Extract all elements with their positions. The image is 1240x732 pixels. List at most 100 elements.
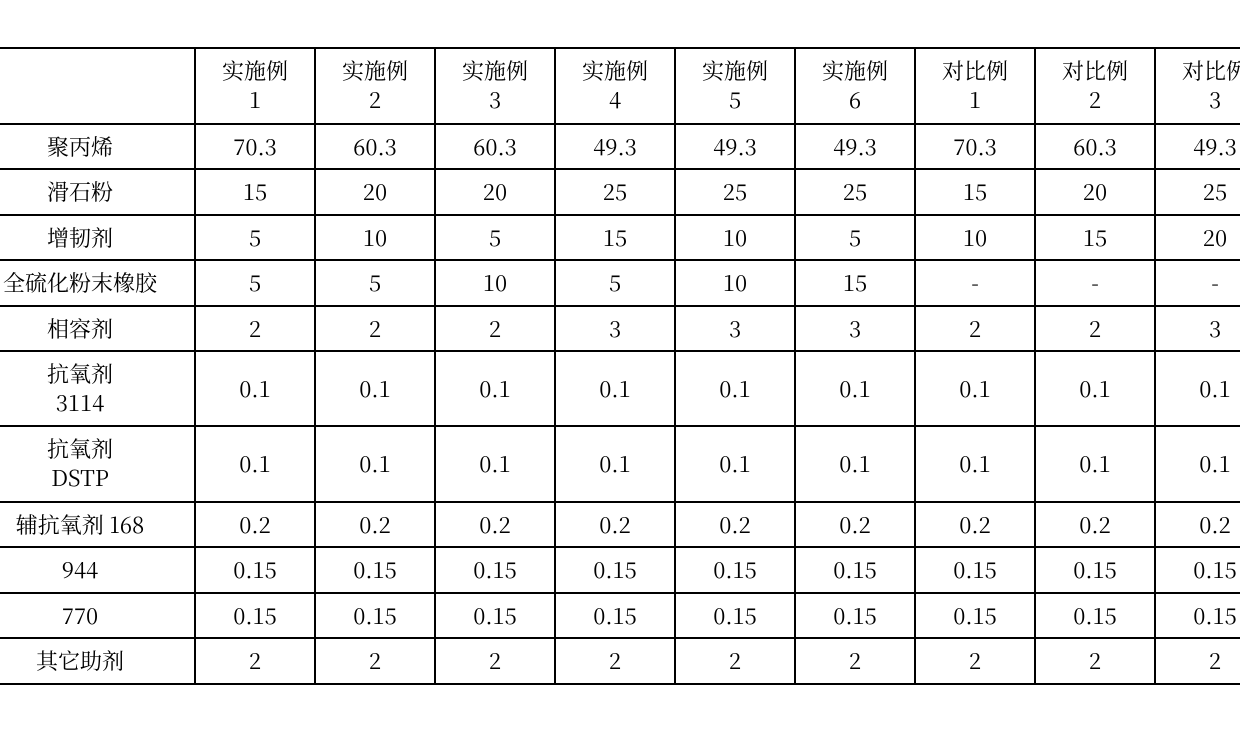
cell: 0.1 xyxy=(1035,426,1155,501)
row-label: 滑石粉 xyxy=(0,169,195,215)
cell: 0.1 xyxy=(315,426,435,501)
cell: 0.15 xyxy=(1155,547,1240,593)
cell: 5 xyxy=(435,215,555,261)
row-label: 增韧剂 xyxy=(0,215,195,261)
cell: 0.1 xyxy=(915,351,1035,426)
cell: 10 xyxy=(915,215,1035,261)
table-row: 聚丙烯 70.3 60.3 60.3 49.3 49.3 49.3 70.3 6… xyxy=(0,124,1240,170)
cell: 0.15 xyxy=(435,547,555,593)
table-row: 全硫化粉末橡胶 5 5 10 5 10 15 - - - xyxy=(0,260,1240,306)
table-row: 944 0.15 0.15 0.15 0.15 0.15 0.15 0.15 0… xyxy=(0,547,1240,593)
cell: 0.2 xyxy=(315,502,435,548)
cell: 0.1 xyxy=(675,426,795,501)
cell: 0.1 xyxy=(915,426,1035,501)
cell: 10 xyxy=(315,215,435,261)
cell: 0.2 xyxy=(435,502,555,548)
cell: 2 xyxy=(675,638,795,684)
cell: 2 xyxy=(195,638,315,684)
cell: 0.15 xyxy=(1155,593,1240,639)
cell: 3 xyxy=(555,306,675,352)
table-row: 相容剂 2 2 2 3 3 3 2 2 3 xyxy=(0,306,1240,352)
cell: 49.3 xyxy=(555,124,675,170)
cell: 3 xyxy=(675,306,795,352)
row-label-line1: 抗氧剂 xyxy=(0,360,190,389)
table-row: 增韧剂 5 10 5 15 10 5 10 15 20 xyxy=(0,215,1240,261)
column-header-text: 实施例 xyxy=(560,57,670,86)
table-row: 770 0.15 0.15 0.15 0.15 0.15 0.15 0.15 0… xyxy=(0,593,1240,639)
cell: 0.1 xyxy=(435,351,555,426)
cell: 5 xyxy=(195,215,315,261)
cell: 2 xyxy=(1035,306,1155,352)
row-label-line1: 抗氧剂 xyxy=(0,435,190,464)
cell: 0.1 xyxy=(1155,426,1240,501)
row-label: 辅抗氧剂 168 xyxy=(0,502,195,548)
cell: 2 xyxy=(915,638,1035,684)
table-row: 滑石粉 15 20 20 25 25 25 15 20 25 xyxy=(0,169,1240,215)
cell: 2 xyxy=(315,638,435,684)
column-header: 实施例 5 xyxy=(675,48,795,123)
cell: 10 xyxy=(675,260,795,306)
cell: 0.1 xyxy=(555,351,675,426)
composition-table: 实施例 1 实施例 2 实施例 3 实施例 4 实施例 5 xyxy=(0,47,1240,684)
cell: 2 xyxy=(795,638,915,684)
column-header-index: 3 xyxy=(440,86,550,115)
cell: 2 xyxy=(195,306,315,352)
cell: 0.15 xyxy=(195,547,315,593)
table-row: 抗氧剂 3114 0.1 0.1 0.1 0.1 0.1 0.1 0.1 0.1… xyxy=(0,351,1240,426)
cell: 0.15 xyxy=(555,547,675,593)
cell: 60.3 xyxy=(1035,124,1155,170)
cell: 0.1 xyxy=(795,351,915,426)
cell: 5 xyxy=(315,260,435,306)
header-blank-cell xyxy=(0,48,195,123)
column-header-text: 对比例 xyxy=(920,57,1030,86)
row-label: 聚丙烯 xyxy=(0,124,195,170)
cell: - xyxy=(1035,260,1155,306)
row-label-line2: DSTP xyxy=(0,464,190,493)
column-header-index: 3 xyxy=(1160,86,1240,115)
row-label: 相容剂 xyxy=(0,306,195,352)
cell: 3 xyxy=(795,306,915,352)
column-header: 对比例 3 xyxy=(1155,48,1240,123)
cell: 25 xyxy=(555,169,675,215)
cell: 25 xyxy=(675,169,795,215)
cell: 10 xyxy=(435,260,555,306)
cell: 0.15 xyxy=(1035,547,1155,593)
cell: 0.1 xyxy=(195,426,315,501)
cell: - xyxy=(1155,260,1240,306)
column-header: 对比例 2 xyxy=(1035,48,1155,123)
row-label: 770 xyxy=(0,593,195,639)
cell: 0.2 xyxy=(195,502,315,548)
cell: 3 xyxy=(1155,306,1240,352)
cell: 20 xyxy=(315,169,435,215)
cell: 0.15 xyxy=(915,547,1035,593)
cell: 0.15 xyxy=(675,547,795,593)
cell: 0.1 xyxy=(795,426,915,501)
row-label-line2: 3114 xyxy=(0,389,190,418)
column-header-text: 实施例 xyxy=(200,57,310,86)
cell: 0.1 xyxy=(315,351,435,426)
cell: 49.3 xyxy=(675,124,795,170)
cell: 0.2 xyxy=(795,502,915,548)
column-header-index: 6 xyxy=(800,86,910,115)
column-header-text: 实施例 xyxy=(320,57,430,86)
cell: 15 xyxy=(795,260,915,306)
cell: 25 xyxy=(1155,169,1240,215)
column-header-text: 实施例 xyxy=(440,57,550,86)
row-label: 944 xyxy=(0,547,195,593)
cell: 2 xyxy=(315,306,435,352)
cell: 60.3 xyxy=(315,124,435,170)
cell: 0.1 xyxy=(675,351,795,426)
row-label: 抗氧剂 DSTP xyxy=(0,426,195,501)
cell: 0.1 xyxy=(195,351,315,426)
cell: 0.15 xyxy=(795,593,915,639)
cell: 2 xyxy=(1035,638,1155,684)
cell: - xyxy=(915,260,1035,306)
cell: 0.1 xyxy=(1155,351,1240,426)
cell: 20 xyxy=(1155,215,1240,261)
column-header-text: 对比例 xyxy=(1040,57,1150,86)
cell: 5 xyxy=(795,215,915,261)
column-header: 实施例 3 xyxy=(435,48,555,123)
cell: 2 xyxy=(555,638,675,684)
cell: 0.15 xyxy=(795,547,915,593)
row-label: 全硫化粉末橡胶 xyxy=(0,260,195,306)
